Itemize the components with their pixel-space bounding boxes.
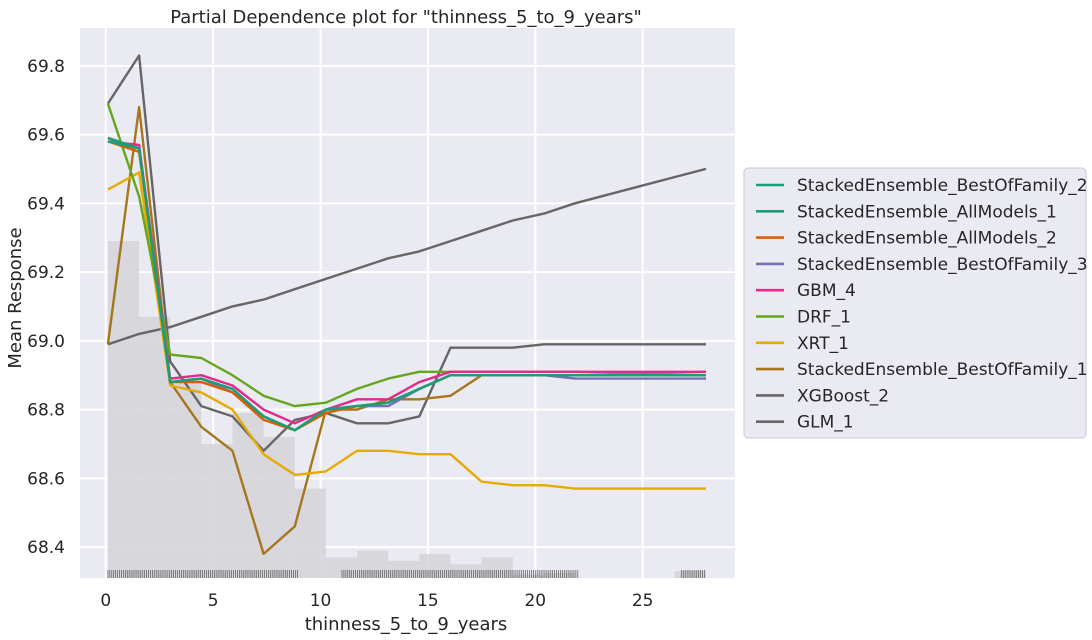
- histogram-bar: [294, 488, 326, 578]
- legend-label: StackedEnsemble_BestOfFamily_1: [797, 360, 1088, 380]
- series-line-XRT_1: [107, 171, 706, 490]
- x-tick-label: 20: [524, 591, 546, 611]
- series-line-GBM_4: [107, 140, 706, 425]
- x-tick-label: 10: [310, 591, 332, 611]
- histogram-bar: [512, 574, 544, 578]
- histogram-bar: [263, 437, 295, 578]
- legend-label: StackedEnsemble_AllModels_2: [797, 229, 1057, 249]
- legend-label: StackedEnsemble_BestOfFamily_3: [797, 255, 1088, 275]
- x-tick-label: 15: [417, 591, 439, 611]
- y-tick-label: 69.4: [27, 194, 65, 214]
- legend-label: GLM_1: [797, 413, 854, 433]
- chart-title: Partial Dependence plot for "thinness_5_…: [170, 7, 642, 28]
- y-tick-label: 69.8: [27, 57, 65, 77]
- legend-label: XGBoost_2: [797, 386, 889, 406]
- x-tick-label: 25: [632, 591, 654, 611]
- x-tick-labels: 0 5 10 15 20 25: [100, 591, 653, 611]
- legend-box: [743, 167, 1087, 439]
- histogram-bar: [232, 413, 264, 578]
- histogram-bar: [543, 572, 576, 578]
- y-tick-label: 68.4: [27, 538, 65, 558]
- legend: StackedEnsemble_BestOfFamily_2 StackedEns…: [743, 167, 1088, 439]
- x-tick-label: 0: [100, 591, 111, 611]
- series-line-GLM_1: [107, 167, 707, 346]
- legend-label: StackedEnsemble_BestOfFamily_2: [797, 176, 1088, 196]
- histogram-bar: [170, 378, 202, 578]
- legend-label: DRF_1: [797, 308, 851, 328]
- histogram-bar: [139, 316, 171, 578]
- histogram-bar: [107, 241, 140, 578]
- series-line-StackedEnsemble_BestOfFamily_2: [107, 136, 706, 432]
- histogram-bar: [201, 443, 233, 578]
- y-tick-label: 69.6: [27, 126, 65, 146]
- y-tick-label: 68.6: [27, 469, 65, 489]
- y-tick-label: 68.8: [27, 401, 65, 421]
- x-axis-title: thinness_5_to_9_years: [305, 614, 508, 635]
- x-tick-label: 5: [208, 591, 219, 611]
- y-tick-labels: 68.4 68.6 68.8 69.0 69.2 69.4 69.6 69.8: [27, 57, 65, 558]
- histogram: [107, 241, 707, 578]
- legend-label: XRT_1: [797, 334, 849, 354]
- legend-label: StackedEnsemble_AllModels_1: [797, 202, 1057, 222]
- series-lines: [106, 54, 707, 556]
- rug-marks: [107, 570, 705, 578]
- histogram-bar: [481, 557, 513, 578]
- legend-label: GBM_4: [797, 281, 856, 301]
- y-tick-label: 69.0: [27, 332, 65, 352]
- y-axis-title: Mean Response: [5, 227, 26, 368]
- y-tick-label: 69.2: [27, 263, 65, 283]
- histogram-bar: [674, 571, 707, 578]
- histogram-bar: [325, 557, 358, 578]
